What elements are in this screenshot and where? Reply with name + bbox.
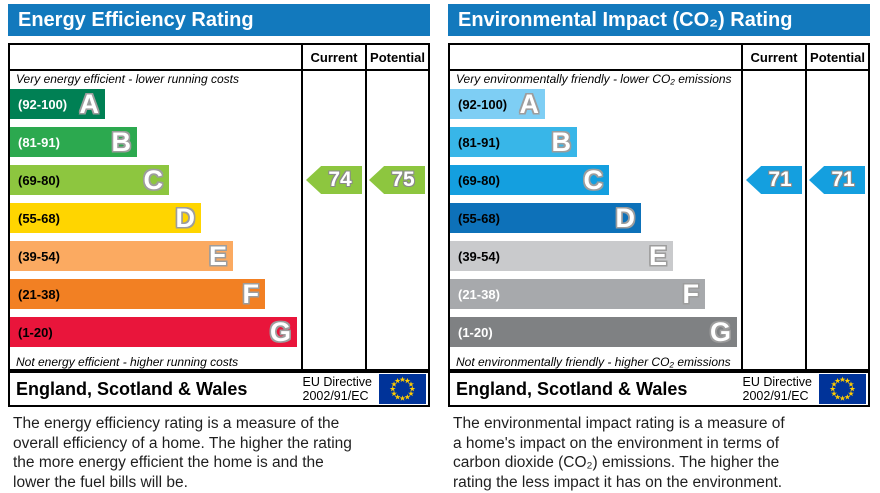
environmental-rating-chart: Current Potential Very environmentally f… [448, 43, 870, 371]
potential-column-header: Potential [370, 50, 425, 65]
potential-column-header: Potential [810, 50, 865, 65]
band-range: (39-54) [458, 248, 500, 264]
band-letter: D [615, 203, 636, 233]
region-footer: England, Scotland & Wales EU Directive 2… [8, 371, 430, 407]
band-b: (81-91) B [450, 127, 577, 157]
band-e: (39-54) E [10, 241, 233, 271]
environmental-description-text: The environmental impact rating is a mea… [453, 415, 785, 491]
band-letter: B [551, 127, 572, 157]
region-label: England, Scotland & Wales [456, 379, 688, 399]
band-b: (81-91) B [10, 127, 137, 157]
band-letter: F [242, 279, 260, 309]
column-divider [741, 45, 743, 369]
current-column-header: Current [750, 50, 798, 65]
energy-rating-chart: Current Potential Very energy efficient … [8, 43, 430, 371]
band-range: (55-68) [18, 210, 60, 226]
directive-line: 2002/91/EC [302, 389, 369, 403]
directive-line: EU Directive [742, 375, 812, 389]
band-letter: D [175, 203, 196, 233]
region-label: England, Scotland & Wales [16, 379, 248, 399]
current-column-header: Current [310, 50, 358, 65]
potential-rating-value: 71 [831, 168, 855, 191]
band-c: (69-80) C [10, 165, 169, 195]
region-footer: England, Scotland & Wales EU Directive 2… [448, 371, 870, 407]
band-range: (21-38) [458, 286, 500, 302]
column-divider [365, 45, 367, 369]
bands-area: Very energy efficient - lower running co… [10, 71, 428, 369]
band-a: (92-100) A [10, 89, 105, 119]
energy-panel-title: Energy Efficiency Rating [8, 4, 430, 36]
header-divider [10, 69, 428, 71]
energy-description-text: The energy efficiency rating is a measur… [13, 415, 352, 491]
band-range: (81-91) [458, 134, 500, 150]
band-e: (39-54) E [450, 241, 673, 271]
bottom-note: Not energy efficient - higher running co… [16, 355, 239, 369]
current-rating-value: 74 [328, 168, 352, 191]
band-letter: E [208, 241, 227, 271]
bottom-note: Not environmentally friendly - higher CO… [456, 355, 731, 369]
band-d: (55-68) D [450, 203, 641, 233]
top-note: Very energy efficient - lower running co… [16, 72, 239, 86]
band-letter: G [709, 317, 731, 347]
band-a: (92-100) A [450, 89, 545, 119]
eu-directive-label: EU Directive 2002/91/EC [303, 375, 372, 403]
band-letter: C [583, 165, 604, 195]
eu-flag-icon [379, 374, 426, 404]
band-g: (1-20) G [10, 317, 297, 347]
band-f: (21-38) F [10, 279, 265, 309]
band-letter: A [79, 89, 100, 119]
band-letter: F [682, 279, 700, 309]
band-range: (55-68) [458, 210, 500, 226]
band-g: (1-20) G [450, 317, 737, 347]
band-range: (92-100) [458, 96, 508, 112]
energy-efficiency-panel: Energy Efficiency Rating Current Potenti… [8, 4, 430, 492]
band-range: (69-80) [18, 172, 60, 188]
band-letter: G [269, 317, 291, 347]
header-divider [450, 69, 868, 71]
band-d: (55-68) D [10, 203, 201, 233]
environmental-impact-panel: Environmental Impact (CO₂) Rating Curren… [448, 4, 870, 492]
environmental-panel-title: Environmental Impact (CO₂) Rating [448, 4, 870, 36]
band-f: (21-38) F [450, 279, 705, 309]
bands-area: Very environmentally friendly - lower CO… [450, 71, 868, 369]
band-range: (39-54) [18, 248, 60, 264]
column-divider [805, 45, 807, 369]
current-rating-value: 71 [768, 168, 792, 191]
potential-rating-value: 75 [391, 168, 415, 191]
band-range: (21-38) [18, 286, 60, 302]
potential-rating-arrow: 71 [809, 166, 865, 194]
band-letter: E [648, 241, 667, 271]
band-range: (1-20) [458, 324, 493, 340]
column-divider [301, 45, 303, 369]
band-letter: C [143, 165, 164, 195]
band-range: (81-91) [18, 134, 60, 150]
eu-directive-label: EU Directive 2002/91/EC [743, 375, 812, 403]
band-c: (69-80) C [450, 165, 609, 195]
band-range: (92-100) [18, 96, 68, 112]
band-range: (69-80) [458, 172, 500, 188]
directive-line: 2002/91/EC [742, 389, 809, 403]
band-letter: A [519, 89, 540, 119]
band-letter: B [111, 127, 132, 157]
directive-line: EU Directive [302, 375, 372, 389]
top-note: Very environmentally friendly - lower CO… [456, 72, 732, 86]
eu-flag-icon [819, 374, 866, 404]
band-range: (1-20) [18, 324, 53, 340]
